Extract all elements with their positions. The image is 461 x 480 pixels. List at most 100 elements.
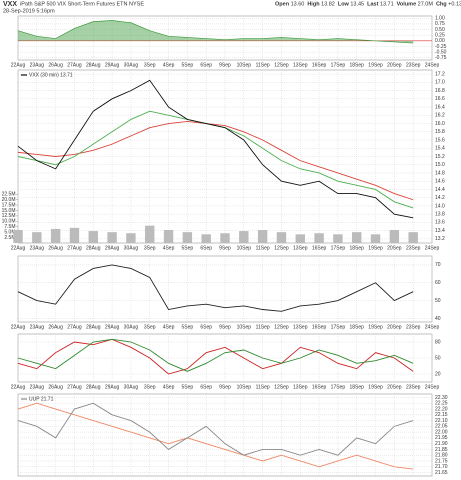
x-tick-label: 27Aug <box>67 62 82 68</box>
y-tick-label: 14.0 <box>435 203 445 209</box>
series-line <box>17 338 414 375</box>
x-tick-label: 10Sep <box>237 324 252 330</box>
y-tick-label: 16.6 <box>435 96 445 102</box>
volume-bar <box>408 232 418 243</box>
symbol: VXX <box>3 1 17 8</box>
quote-label: Last <box>367 1 378 7</box>
y-tick-label: 0.25 <box>435 33 445 39</box>
x-tick-label: 17Sep <box>331 245 346 251</box>
x-tick-label: 30Aug <box>124 245 139 251</box>
series-line <box>17 79 414 219</box>
y-tick-label: 50 <box>435 298 441 304</box>
x-tick-label: 27Aug <box>67 384 82 390</box>
y-tick-label: 22.25 <box>435 401 448 407</box>
y-tick-label: 21.75 <box>435 458 448 464</box>
y-tick-label: 22.05 <box>435 424 448 430</box>
x-tick-label: 23Aug <box>30 245 45 251</box>
volume-bar <box>352 232 362 243</box>
y-tick-label: 14.6 <box>435 179 445 185</box>
x-tick-label: 17Sep <box>331 384 346 390</box>
y-tick-label: 16.4 <box>435 104 445 110</box>
series-line <box>17 121 414 201</box>
volume-bar <box>333 234 343 243</box>
y2-tick-label: 20.0M <box>2 197 16 203</box>
x-tick-label: 4Sep <box>163 384 175 390</box>
quote-label: Chg <box>436 1 447 7</box>
x-tick-label: 13Sep <box>293 62 308 68</box>
y-tick-label: 14.2 <box>435 195 445 201</box>
volume-bar <box>370 234 381 243</box>
x-tick-label: 4Sep <box>163 62 175 68</box>
y2-tick-label: 22.5M <box>2 192 16 198</box>
y-tick-label: 22.15 <box>435 412 448 418</box>
series-line <box>17 338 414 372</box>
x-tick-label: 16Sep <box>312 324 327 330</box>
x-tick-label: 24Sep <box>425 324 440 330</box>
x-tick-label: 24Sep <box>425 384 440 390</box>
x-tick-label: 16Sep <box>312 245 327 251</box>
x-tick-label: 19Sep <box>368 384 383 390</box>
y2-tick-label: 10.0M <box>2 219 16 225</box>
x-tick-label: 22Aug <box>11 62 26 68</box>
series-line <box>17 20 414 44</box>
x-tick-label: 22Aug <box>11 324 26 330</box>
volume-bar <box>182 232 193 243</box>
x-tick-label: 6Sep <box>200 62 212 68</box>
y-tick-label: 22.10 <box>435 418 448 424</box>
y-tick-label: 17.0 <box>435 80 445 86</box>
x-tick-label: 28Aug <box>86 62 101 68</box>
x-tick-label: 29Aug <box>105 62 120 68</box>
x-tick-label: 9Sep <box>219 62 231 68</box>
legend-label: UUP 21.71 <box>29 396 54 402</box>
x-tick-label: 9Sep <box>219 245 231 251</box>
y2-tick-label: 15.0M <box>2 208 16 214</box>
volume-bar <box>220 233 230 243</box>
y-tick-label: 14.8 <box>435 170 445 176</box>
y-tick-label: 22.20 <box>435 406 448 412</box>
quote-label: Low <box>338 1 350 7</box>
x-tick-label: 12Sep <box>274 324 289 330</box>
x-tick-label: 12Sep <box>274 62 289 68</box>
x-tick-label: 10Sep <box>237 245 252 251</box>
quote-label: High <box>307 1 320 7</box>
x-tick-label: 22Aug <box>11 384 26 390</box>
x-tick-label: 24Sep <box>425 245 440 251</box>
x-tick-label: 30Aug <box>124 384 139 390</box>
x-tick-label: 29Aug <box>105 324 120 330</box>
y-tick-label: 16.0 <box>435 121 445 127</box>
y2-tick-label: 12.5M <box>2 213 16 219</box>
x-tick-label: 19Sep <box>368 62 383 68</box>
y-tick-label: 22.30 <box>435 395 448 401</box>
x-tick-label: 27Aug <box>67 245 82 251</box>
y-tick-label: 1.00 <box>435 16 445 22</box>
y-tick-label: 21.80 <box>435 453 448 459</box>
volume-bar <box>295 234 305 243</box>
volume-bar <box>314 233 324 243</box>
x-tick-label: 30Aug <box>124 324 139 330</box>
x-tick-label: 24Sep <box>425 62 440 68</box>
y-tick-label: -0.75 <box>435 55 447 61</box>
x-tick-label: 20Sep <box>387 245 402 251</box>
y-tick-label: 16.2 <box>435 113 445 119</box>
security-name: iPath S&P 500 VIX Short-Term Futures ETN… <box>20 1 144 7</box>
x-tick-label: 30Aug <box>124 62 139 68</box>
x-tick-label: 3Sep <box>144 324 156 330</box>
y2-tick-label: 5.0M <box>4 229 15 235</box>
y-tick-label: 40 <box>435 316 441 322</box>
x-tick-label: 11Sep <box>256 62 270 68</box>
x-tick-label: 26Aug <box>48 62 63 68</box>
x-tick-label: 17Sep <box>331 324 346 330</box>
x-tick-label: 20Sep <box>387 62 402 68</box>
y-tick-label: 15.0 <box>435 162 445 168</box>
x-tick-label: 18Sep <box>349 384 364 390</box>
y-tick-label: 0.00 <box>435 38 445 44</box>
y-tick-label: 16.8 <box>435 88 445 94</box>
y-tick-label: 15.4 <box>435 146 445 152</box>
volume-bar <box>145 225 155 243</box>
y-tick-label: 15.6 <box>435 137 445 143</box>
volume-bar <box>107 232 117 243</box>
x-tick-label: 28Aug <box>86 384 101 390</box>
y-tick-label: 70 <box>435 262 441 268</box>
x-tick-label: 16Sep <box>312 384 327 390</box>
x-tick-label: 4Sep <box>163 245 175 251</box>
